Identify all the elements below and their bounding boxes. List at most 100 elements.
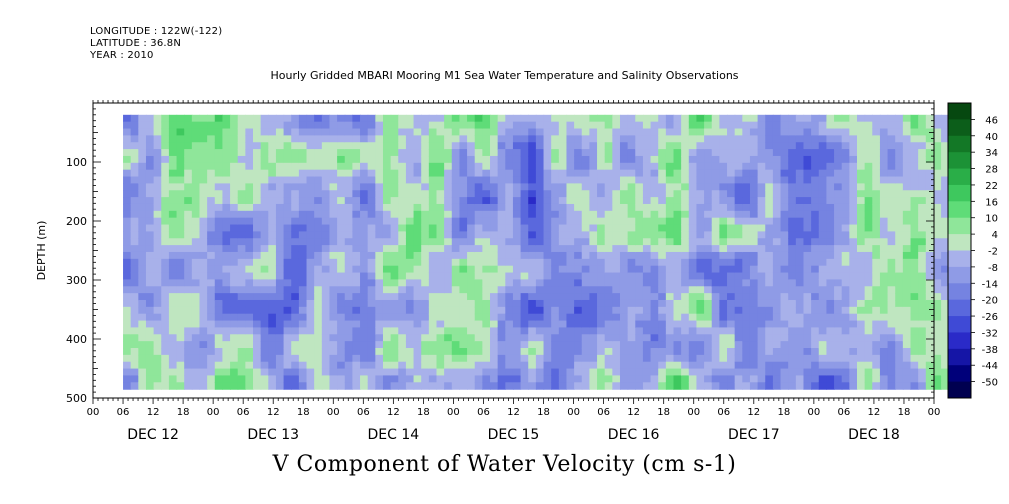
heatmap-cell (268, 382, 277, 390)
heatmap-cell (887, 176, 896, 184)
heatmap-cell (344, 258, 353, 267)
heatmap-cell (352, 231, 361, 239)
heatmap-cell (734, 155, 743, 164)
heatmap-cell (451, 348, 461, 356)
heatmap-cell (214, 203, 224, 212)
heatmap-cell (291, 176, 300, 184)
heatmap-cell (566, 203, 575, 212)
heatmap-cell (803, 334, 812, 342)
heatmap-cell (222, 375, 231, 383)
heatmap-cell (665, 258, 675, 267)
heatmap-cell (642, 375, 652, 383)
heatmap-cell (490, 272, 499, 281)
heatmap-cell (321, 306, 331, 315)
heatmap-cell (230, 231, 239, 239)
heatmap-cell (795, 224, 805, 232)
heatmap-cell (344, 348, 353, 356)
heatmap-cell (207, 142, 216, 150)
heatmap-cell (337, 320, 346, 329)
heatmap-cell (512, 368, 522, 377)
heatmap-cell (268, 217, 277, 226)
heatmap-cell (895, 286, 904, 294)
heatmap-cell (428, 210, 438, 219)
heatmap-cell (390, 203, 399, 212)
heatmap-cell (428, 293, 438, 301)
heatmap-cell (673, 224, 682, 232)
heatmap-cell (512, 162, 522, 171)
heatmap-cell (512, 224, 522, 232)
heatmap-cell (413, 306, 422, 315)
heatmap-cell (619, 224, 629, 232)
heatmap-cell (161, 121, 170, 130)
heatmap-cell (528, 348, 537, 356)
heatmap-cell (123, 368, 132, 377)
heatmap-cell (207, 313, 216, 322)
heatmap-cell (482, 121, 491, 130)
heatmap-cell (597, 155, 606, 164)
heatmap-cell (184, 142, 193, 150)
heatmap-cell (688, 286, 698, 294)
heatmap-cell (719, 162, 728, 171)
heatmap-cell (749, 320, 759, 329)
heatmap-cell (260, 348, 269, 356)
heatmap-cell (505, 354, 514, 363)
heatmap-cell (268, 306, 277, 315)
heatmap-cell (772, 251, 782, 260)
heatmap-cell (275, 190, 285, 198)
heatmap-cell (191, 354, 201, 363)
heatmap-cell (153, 217, 162, 226)
heatmap-cell (168, 354, 178, 363)
heatmap-cell (390, 313, 399, 322)
heatmap-cell (275, 341, 285, 349)
heatmap-cell (834, 169, 843, 178)
heatmap-cell (245, 368, 254, 377)
heatmap-cell (872, 135, 881, 143)
heatmap-cell (925, 272, 935, 281)
heatmap-cell (130, 183, 139, 191)
heatmap-cell (551, 320, 560, 329)
heatmap-cell (260, 142, 269, 150)
heatmap-cell (719, 279, 728, 287)
heatmap-cell (849, 245, 858, 253)
heatmap-cell (382, 135, 392, 143)
heatmap-cell (306, 190, 315, 198)
heatmap-cell (864, 217, 873, 226)
heatmap-cell (298, 327, 308, 335)
heatmap-cell (153, 149, 162, 157)
heatmap-cell (811, 327, 820, 335)
heatmap-cell (253, 286, 262, 294)
heatmap-cell (589, 203, 598, 212)
heatmap-cell (161, 348, 170, 356)
heatmap-cell (505, 265, 514, 274)
heatmap-cell (321, 334, 331, 342)
heatmap-cell (352, 272, 361, 281)
heatmap-cell (742, 251, 751, 260)
heatmap-cell (872, 375, 881, 383)
heatmap-cell (834, 203, 843, 212)
heatmap-cell (902, 258, 912, 267)
heatmap-cell (145, 155, 155, 164)
heatmap-cell (551, 354, 560, 363)
heatmap-cell (382, 368, 392, 377)
heatmap-cell (650, 169, 659, 178)
heatmap-cell (382, 354, 392, 363)
heatmap-cell (895, 183, 904, 191)
heatmap-cell (459, 176, 468, 184)
heatmap-cell (566, 368, 575, 377)
heatmap-cell (864, 327, 873, 335)
heatmap-cell (230, 368, 239, 377)
heatmap-cell (505, 121, 514, 130)
heatmap-cell (711, 293, 720, 301)
heatmap-cell (421, 114, 430, 123)
heatmap-cell (505, 382, 514, 390)
heatmap-cell (887, 169, 896, 178)
heatmap-cell (405, 114, 415, 123)
heatmap-cell (367, 382, 376, 390)
heatmap-cell (512, 348, 522, 356)
heatmap-cell (199, 313, 208, 322)
heatmap-cell (153, 279, 162, 287)
heatmap-cell (421, 265, 430, 274)
heatmap-cell (543, 327, 552, 335)
heatmap-cell (902, 135, 912, 143)
heatmap-cell (214, 190, 224, 198)
